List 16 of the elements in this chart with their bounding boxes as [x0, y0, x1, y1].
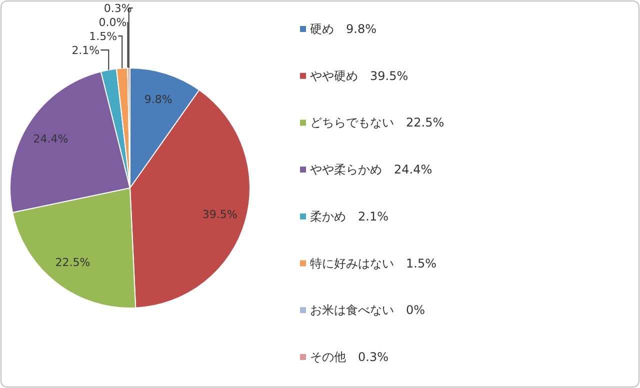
- data-label: 9.8%: [144, 92, 172, 106]
- legend-label: その他 0.3%: [310, 350, 388, 364]
- legend-label: どちらでもない 22.5%: [310, 116, 444, 130]
- data-label: 39.5%: [202, 208, 238, 222]
- text: 0.0%: [98, 16, 127, 29]
- legend-label: お米は食べない 0%: [310, 303, 426, 318]
- data-label: 0.3%: [104, 2, 132, 15]
- data-label: 1.5%: [89, 30, 118, 43]
- data-label: 2.1%: [72, 44, 100, 57]
- legend-label: 硬め 9.8%: [310, 22, 376, 36]
- data-label: 24.4%: [33, 132, 68, 146]
- legend-label: やや柔らかめ 24.4%: [310, 162, 432, 177]
- legend-label: 柔かめ 2.1%: [310, 209, 388, 224]
- data-label: 22.5%: [55, 256, 90, 269]
- legend-label: 特に好みはない 1.5%: [310, 256, 436, 270]
- legend-label: やや硬め 39.5%: [310, 68, 408, 83]
